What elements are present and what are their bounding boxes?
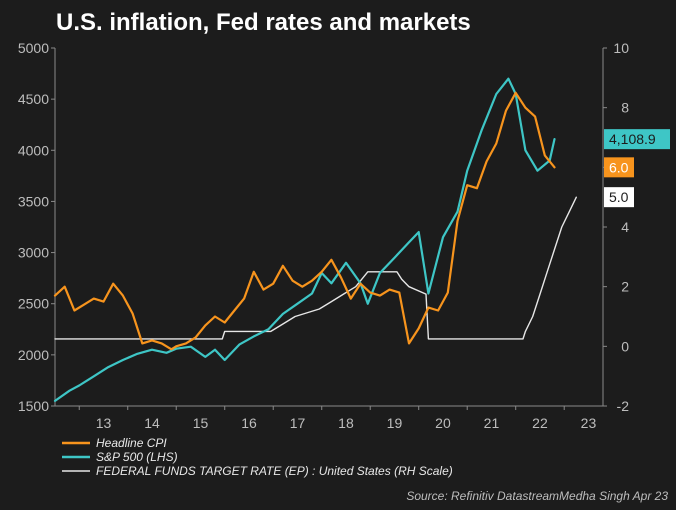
x-tick-label: 17 xyxy=(290,415,306,431)
y-right-tick-label: 4 xyxy=(621,219,629,235)
y-left-tick-label: 2000 xyxy=(18,347,49,363)
legend-label: S&P 500 (LHS) xyxy=(96,450,178,464)
cpi-line xyxy=(53,91,556,351)
x-tick-label: 16 xyxy=(241,415,257,431)
y-left-tick-label: 4000 xyxy=(18,142,49,158)
legend-label: Headline CPI xyxy=(96,436,167,450)
axes: 15002000250030003500400045005000-2024681… xyxy=(18,40,629,431)
legend-item-sp500: S&P 500 (LHS) xyxy=(62,450,178,464)
x-tick-label: 20 xyxy=(435,415,451,431)
sp500-badge-box xyxy=(604,129,670,150)
y-right-tick-label: 10 xyxy=(613,40,629,56)
y-left-tick-label: 5000 xyxy=(18,40,49,56)
y-left-tick-label: 2500 xyxy=(18,296,49,312)
fed-badge-box xyxy=(604,187,634,208)
y-left-tick-label: 1500 xyxy=(18,398,49,414)
fed-end-badge: 5.0 xyxy=(604,187,634,208)
y-right-tick-label: 0 xyxy=(621,338,629,354)
end-value-badges: 4,108.9 6.0 5.0 xyxy=(604,129,670,208)
x-tick-label: 15 xyxy=(193,415,209,431)
x-tick-label: 21 xyxy=(484,415,500,431)
series xyxy=(53,77,577,402)
x-tick-label: 19 xyxy=(387,415,403,431)
source-note: Source: Refinitiv DatastreamMedha Singh … xyxy=(406,489,668,503)
cpi-end-badge: 6.0 xyxy=(604,157,634,178)
x-tick-label: 23 xyxy=(581,415,597,431)
y-left-tick-label: 4500 xyxy=(18,91,49,107)
y-left-tick-label: 3500 xyxy=(18,193,49,209)
y-right-tick-label: -2 xyxy=(617,398,630,414)
x-tick-label: 14 xyxy=(144,415,160,431)
chart-title: U.S. inflation, Fed rates and markets xyxy=(56,9,471,36)
fed-funds-line xyxy=(54,196,577,340)
sp500-end-badge: 4,108.9 xyxy=(604,129,670,150)
legend-item-fed: FEDERAL FUNDS TARGET RATE (EP) : United … xyxy=(62,464,453,478)
y-left-tick-label: 3000 xyxy=(18,245,49,261)
y-right-tick-label: 8 xyxy=(621,100,629,116)
x-tick-label: 13 xyxy=(96,415,112,431)
sp500-badge-value: 4,108.9 xyxy=(609,131,656,147)
legend-item-cpi: Headline CPI xyxy=(62,436,167,450)
cpi-badge-box xyxy=(604,157,634,178)
y-right-tick-label: 2 xyxy=(621,279,629,295)
x-tick-label: 18 xyxy=(338,415,354,431)
cpi-badge-value: 6.0 xyxy=(609,159,629,175)
legend-label: FEDERAL FUNDS TARGET RATE (EP) : United … xyxy=(96,464,453,478)
fed-badge-value: 5.0 xyxy=(609,189,629,205)
x-tick-label: 22 xyxy=(532,415,548,431)
